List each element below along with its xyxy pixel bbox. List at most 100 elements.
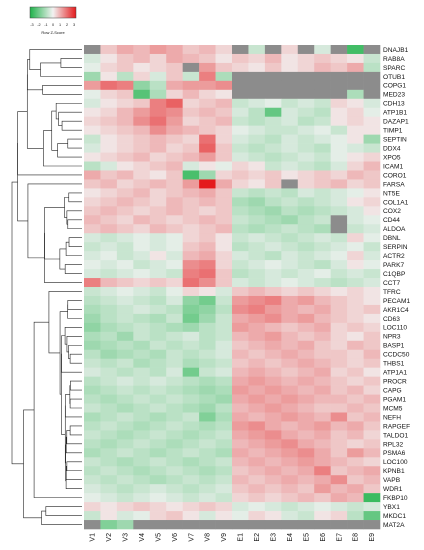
heatmap-cell-C1QBP-V6 [166,269,183,279]
heatmap-cell-CAPG-E4 [281,385,299,395]
dendrogram-branch [29,49,82,70]
heatmap-cell-AKR1C4-E7 [330,304,348,315]
heatmap-cell-CORO1-E8 [347,170,364,180]
heatmap-cell-PROCR-V3 [116,376,134,386]
heatmap-cell-PSMA6-V1 [84,448,101,458]
heatmap-cell-MAT2A-E7 [330,520,348,530]
heatmap-cell-WDR1-E1 [232,484,249,494]
heatmap-cell-NEFH-E5 [297,412,315,422]
dendrogram-branch [44,207,65,260]
row-labels: DNAJB1 RAB8A SPARC OTUB1 COPG1 MED23 CDH13 ATP1… [383,47,410,529]
heatmap-cell-RAPGEF-V7 [182,421,200,431]
heatmap-cell-BASP1-E4 [281,340,299,351]
dendrogram-branch [67,138,82,149]
heatmap-cell-ACTR2-V3 [116,251,134,261]
dendrogram-branch [57,143,82,158]
heatmap-cell-COPG1-V4 [133,80,151,91]
heatmap-cell-TALDO1-E1 [232,430,249,440]
heatmap-cell-RPL32-V9 [215,439,233,449]
heatmap-cell-SERPIN-E7 [330,242,348,252]
heatmap-cell-DBNL-E9 [363,233,381,243]
heatmap-cell-MCM5-V2 [100,403,118,413]
heatmap-cell-CD63-E1 [232,313,249,324]
legend-color-bar [29,6,77,19]
heatmap-cell-NPR3-V4 [133,331,151,342]
heatmap-cell-CCT7-E5 [297,278,315,288]
heatmap-cell-CAPG-V3 [116,385,134,395]
heatmap-cell-LOC110-V1 [84,322,101,333]
heatmap-cell-SEPTIN-V9 [215,134,233,144]
heatmap-cell-SERPIN-E1 [232,242,249,252]
heatmap-cell-AKR1C4-V5 [149,304,167,315]
heatmap-cell-CORO1-V2 [100,170,118,180]
heatmap-cell-TFRC-V7 [182,287,200,297]
heatmap-cell-MKDC1-E5 [297,511,315,521]
heatmap-cell-PARK7-V9 [215,260,233,270]
column-label: E7 [336,533,343,542]
heatmap-cell-ATP1A1-E4 [281,367,299,377]
heatmap-cell-KPNB1-E1 [232,466,249,476]
heatmap-cell-BASP1-E2 [248,340,266,351]
heatmap-cell-FKBP10-E7 [330,493,348,503]
heatmap-cell-ATP1A1-E1 [232,367,249,377]
heatmap-cell-COX2-V5 [149,206,167,216]
heatmap-cell-PROCR-V1 [84,376,101,386]
heatmap-cell-ICAM1-E8 [347,161,364,171]
heatmap-cell-WDR1-E5 [297,484,315,494]
heatmap-cell-CDH13-V9 [215,98,233,109]
heatmap-cell-SEPTIN-E5 [297,134,315,144]
heatmap-cell-RPL32-E9 [363,439,381,449]
heatmap-cell-PGAM1-V2 [100,394,118,404]
heatmap-cell-BASP1-V2 [100,340,118,351]
heatmap-cell-COX2-E7 [330,206,348,216]
heatmap-cell-PROCR-V2 [100,376,118,386]
dendrogram-branch [51,110,58,151]
heatmap-cell-RAPGEF-V6 [166,421,183,431]
heatmap-cell-DBNL-E1 [232,233,249,243]
heatmap-cell-RPL32-V1 [84,439,101,449]
heatmap-cell-ATP1A1-V4 [133,367,151,377]
heatmap-cell-XPO5-E8 [347,152,364,162]
heatmap-cell-CCT7-E7 [330,278,348,288]
heatmap-cell-XPO5-V5 [149,152,167,162]
heatmap-cell-NEFH-V8 [199,412,216,422]
heatmap-cell-LOC110-V9 [215,322,233,333]
heatmap-cell-MAT2A-V2 [100,520,118,530]
heatmap-cell-RPL32-V4 [133,439,151,449]
heatmap-cell-SPARC-E5 [297,62,315,73]
dendrogram-branch [68,237,82,247]
heatmap-cell-SERPIN-E4 [281,242,299,252]
heatmap-cell-C1QBP-E1 [232,269,249,279]
heatmap-cell-CCDC50-V3 [116,349,134,359]
heatmap-cell-NPR3-E1 [232,331,249,342]
heatmap-cell-RAB8A-V2 [100,53,118,64]
heatmap-cell-AKR1C4-V2 [100,304,118,315]
heatmap-cell-LOC100-E1 [232,457,249,467]
dendrogram-branch [67,304,82,319]
heatmap-cell-CAPG-V9 [215,385,233,395]
legend-title: Row Z-Score [41,30,65,35]
heatmap-cell-TIMP1-E8 [347,125,364,135]
heatmap-cell-DBNL-V9 [215,233,233,243]
heatmap-cell-DBNL-E8 [347,233,364,243]
heatmap-cell-PECAM1-V8 [199,295,216,306]
heatmap-cell-MKDC1-V4 [133,511,151,521]
heatmap-cell-XPO5-E1 [232,152,249,162]
heatmap-cell-NPR3-E2 [248,331,266,342]
heatmap-cell-ATP1B1-V2 [100,107,118,117]
heatmap-cell-RAPGEF-E1 [232,421,249,431]
row-label: COPG1 [383,83,406,90]
heatmap-cell-ICAM1-E7 [330,161,348,171]
heatmap-cell-NPR3-E6 [314,331,331,342]
heatmap-cell-SEPTIN-V5 [149,134,167,144]
heatmap-cell-COL1A1-E9 [363,197,381,207]
column-label: E8 [353,533,360,542]
heatmap-cell-AKR1C4-V4 [133,304,151,315]
row-label: LOC110 [383,325,407,332]
heatmap-cell-THBS1-V1 [84,358,101,368]
heatmap-cell-MCM5-V6 [166,403,183,413]
row-label: AKR1C4 [383,307,409,314]
heatmap-cell-KPNB1-E6 [314,466,331,476]
heatmap-cell-MED23-V4 [133,89,151,100]
heatmap-cell-PGAM1-V7 [182,394,200,404]
